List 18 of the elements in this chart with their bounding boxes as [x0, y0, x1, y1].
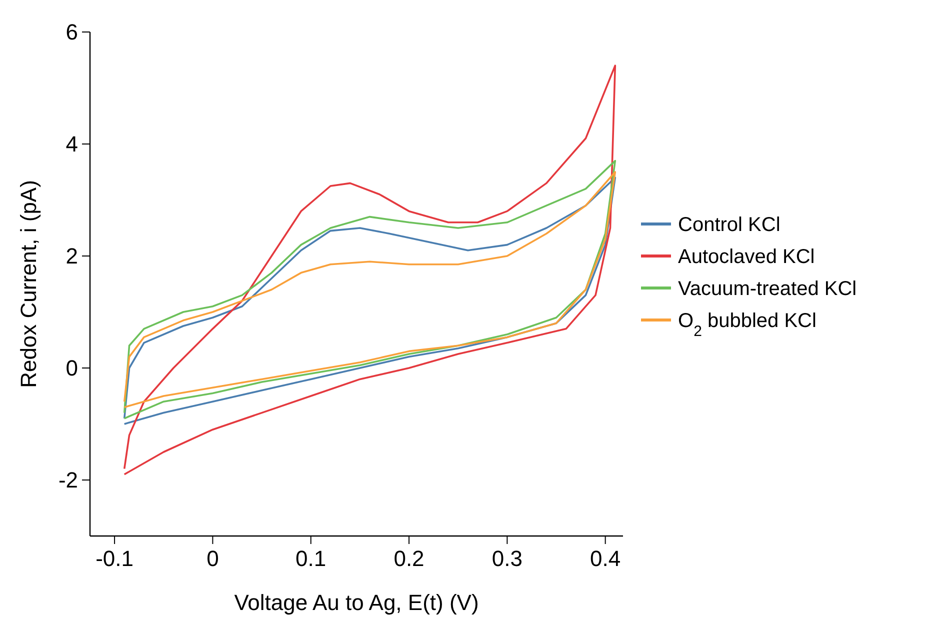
y-tick-label: 0	[66, 356, 78, 381]
x-tick-label: 0	[206, 546, 219, 571]
legend-label: Vacuum-treated KCl	[678, 278, 857, 300]
y-tick-label: -2	[58, 468, 78, 493]
legend-label: O$_{2}$ bubbled KCl	[678, 310, 816, 340]
y-axis-title: Redox Current, i (pA)	[16, 180, 41, 388]
line-series	[123, 64, 616, 476]
legend-label: Autoclaved KCl	[678, 246, 815, 268]
x-tick-label: -0.1	[96, 546, 134, 571]
y-tick-label: 6	[66, 20, 78, 45]
x-tick-label: 0.3	[492, 546, 522, 571]
x-tick-label: 0.4	[590, 546, 621, 571]
x-tick-label: 0.1	[296, 546, 326, 571]
legend-label: Control KCl	[678, 214, 780, 236]
x-axis-title: Voltage Au to Ag, E(t) (V)	[234, 590, 479, 615]
y-tick-label: 2	[66, 244, 78, 269]
y-tick-label: 4	[66, 132, 78, 157]
x-tick-label: 0.2	[394, 546, 424, 571]
